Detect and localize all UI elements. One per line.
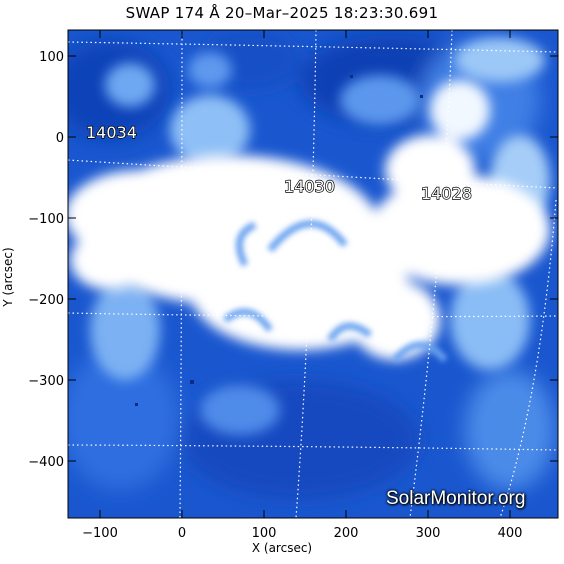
- y-tick-label: −200: [28, 293, 64, 308]
- y-tick-label: −400: [28, 455, 64, 470]
- x-tick-label: 300: [416, 526, 441, 541]
- plot-frame: [67, 29, 559, 519]
- y-tick-label: −100: [28, 212, 64, 227]
- heliographic-grid: [68, 30, 558, 518]
- region-label-14028: 14028: [421, 184, 472, 203]
- y-axis-label: Y (arcsec): [1, 247, 15, 307]
- x-tick-label: −100: [82, 526, 118, 541]
- x-tick-labels: −100 0 100 200 300 400: [82, 526, 522, 541]
- region-label-14034: 14034: [86, 123, 137, 142]
- watermark: SolarMonitor.org: [386, 488, 526, 509]
- euv-image: [68, 30, 558, 518]
- x-axis: [99, 30, 511, 518]
- x-axis-label: X (arcsec): [251, 541, 313, 555]
- image-title: SWAP 174 Å 20–Mar–2025 18:23:30.691: [125, 4, 439, 22]
- x-tick-label: 0: [178, 526, 186, 541]
- x-tick-label: 400: [498, 526, 523, 541]
- region-label-14030: 14030: [284, 177, 335, 196]
- y-tick-labels: 100 0 −100 −200 −300 −400: [28, 50, 64, 470]
- y-tick-label: 0: [56, 131, 64, 146]
- x-tick-label: 200: [334, 526, 359, 541]
- x-tick-label: 100: [252, 526, 277, 541]
- y-tick-label: −300: [28, 374, 64, 389]
- y-axis: [68, 55, 558, 462]
- y-tick-label: 100: [39, 50, 64, 65]
- active-region-labels: 14034 14030 14028: [85, 122, 472, 203]
